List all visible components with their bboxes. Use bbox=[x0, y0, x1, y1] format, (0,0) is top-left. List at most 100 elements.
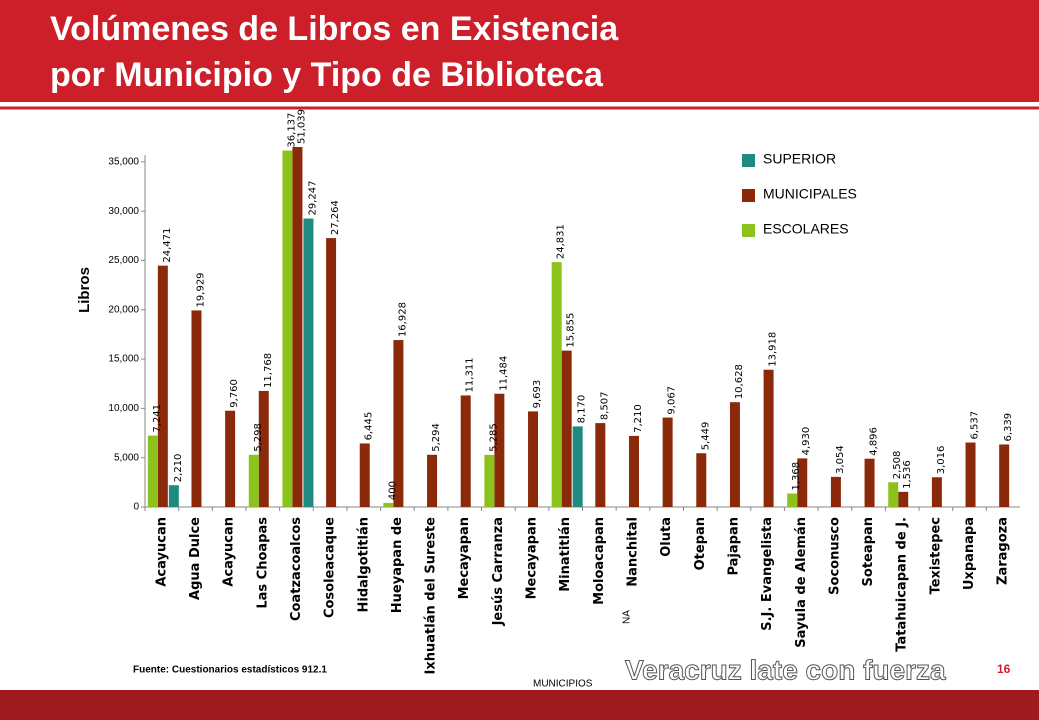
data-label: 29,247 bbox=[307, 181, 318, 216]
data-label: 6,537 bbox=[970, 411, 981, 440]
bar bbox=[628, 435, 639, 507]
data-label: 9,760 bbox=[229, 379, 240, 408]
y-tick-label: 0 bbox=[133, 502, 139, 513]
x-tick-label: Soteapan bbox=[861, 517, 876, 586]
bar bbox=[763, 369, 774, 507]
data-label: 6,445 bbox=[364, 412, 375, 441]
data-label: 13,918 bbox=[768, 332, 779, 367]
data-label: 7,241 bbox=[152, 404, 163, 433]
bar bbox=[383, 503, 394, 507]
x-axis-label: MUNICIPIOS bbox=[533, 679, 593, 690]
bar bbox=[303, 218, 314, 507]
x-tick-label: Mecayapan bbox=[525, 517, 540, 599]
bar bbox=[931, 477, 942, 507]
x-tick-label: Oluta bbox=[659, 517, 674, 557]
data-label: 2,210 bbox=[173, 454, 184, 483]
data-label: 5,449 bbox=[700, 422, 711, 451]
bar bbox=[191, 310, 202, 507]
data-label: 6,339 bbox=[1003, 413, 1014, 442]
bar bbox=[696, 453, 707, 507]
x-tick-label: Acayucan bbox=[154, 517, 169, 587]
x-tick-label: Soconusco bbox=[827, 517, 842, 595]
x-tick-label: Moloacapan bbox=[592, 517, 607, 605]
y-axis-label: Libros bbox=[76, 267, 93, 313]
bar bbox=[494, 393, 505, 507]
data-label: 9,693 bbox=[532, 380, 543, 409]
bar bbox=[157, 265, 168, 507]
x-tick-label: Pajapan bbox=[726, 517, 741, 576]
data-label: 5,298 bbox=[253, 423, 264, 452]
data-label: 1,368 bbox=[791, 462, 802, 491]
bar bbox=[460, 395, 471, 507]
data-label: 24,831 bbox=[556, 224, 567, 259]
bar bbox=[225, 410, 236, 507]
bar bbox=[797, 458, 808, 507]
header-band bbox=[0, 0, 1039, 102]
data-label: 4,896 bbox=[869, 427, 880, 456]
x-tick-label: Otepan bbox=[693, 517, 708, 570]
bar bbox=[662, 417, 673, 507]
bar bbox=[595, 423, 606, 507]
x-tick-label: Jesús Carranza bbox=[491, 517, 506, 626]
bar bbox=[484, 454, 495, 507]
bar bbox=[787, 493, 798, 507]
data-label: 8,507 bbox=[599, 391, 610, 420]
bar bbox=[888, 482, 899, 507]
data-label: 16,928 bbox=[397, 302, 408, 337]
y-tick-label: 10,000 bbox=[108, 403, 139, 414]
x-tick-label: Acayucan bbox=[222, 517, 237, 587]
data-label: 8,170 bbox=[577, 395, 588, 424]
x-tick-label: Zaragoza bbox=[996, 517, 1011, 585]
x-tick-label: Coatzacoalcos bbox=[289, 517, 304, 621]
legend-swatch bbox=[742, 224, 755, 237]
x-tick-label: Nanchital bbox=[625, 517, 640, 587]
x-tick-label: Mecayapan bbox=[457, 517, 472, 599]
page-number: 16 bbox=[997, 662, 1011, 676]
y-tick-label: 35,000 bbox=[108, 156, 139, 167]
bar bbox=[572, 426, 583, 507]
x-tick-label: Agua Dulce bbox=[188, 517, 203, 600]
bar bbox=[248, 454, 259, 507]
bar bbox=[359, 443, 370, 507]
data-label: 19,929 bbox=[195, 272, 206, 307]
bar bbox=[393, 340, 404, 507]
data-label: 24,471 bbox=[162, 228, 173, 263]
y-tick-label: 25,000 bbox=[108, 255, 139, 266]
data-label: 7,210 bbox=[633, 404, 644, 433]
x-tick-label: S.J. Evangelista bbox=[760, 517, 775, 631]
x-tick-label: Texistepec bbox=[928, 517, 943, 594]
x-tick-label: Minatitlán bbox=[558, 517, 573, 592]
slogan: Veracruz late con fuerza bbox=[625, 654, 946, 685]
bar bbox=[427, 454, 438, 507]
data-label: 36,137 bbox=[286, 113, 297, 148]
title-line: por Municipio y Tipo de Biblioteca bbox=[50, 56, 604, 94]
bar bbox=[326, 238, 337, 507]
bar bbox=[999, 444, 1010, 507]
legend-label: ESCOLARES bbox=[763, 221, 849, 237]
bar bbox=[147, 435, 158, 507]
data-label: 400 bbox=[387, 481, 398, 500]
bar bbox=[282, 150, 293, 508]
x-tick-label: Hueyapan de bbox=[390, 517, 405, 613]
bar bbox=[528, 411, 539, 507]
y-tick-label: 15,000 bbox=[108, 354, 139, 365]
bar bbox=[551, 262, 562, 507]
data-label: 5,294 bbox=[431, 423, 442, 452]
data-label: 51,039 bbox=[296, 109, 307, 144]
legend-label: SUPERIOR bbox=[763, 151, 836, 167]
legend-swatch bbox=[742, 154, 755, 167]
y-tick-label: 30,000 bbox=[108, 206, 139, 217]
data-label: 11,484 bbox=[498, 356, 509, 391]
bar bbox=[258, 390, 269, 507]
data-label: 11,311 bbox=[465, 357, 476, 392]
x-tick-label: Cosoleacaque bbox=[323, 517, 338, 618]
bar bbox=[729, 402, 740, 507]
bar bbox=[168, 485, 179, 507]
data-label: 9,067 bbox=[667, 386, 678, 415]
data-label: 11,768 bbox=[263, 353, 274, 388]
data-label: 4,930 bbox=[801, 427, 812, 456]
data-label: 3,016 bbox=[936, 446, 947, 475]
footer-band bbox=[0, 690, 1039, 720]
title-line: Volúmenes de Libros en Existencia bbox=[50, 10, 619, 48]
